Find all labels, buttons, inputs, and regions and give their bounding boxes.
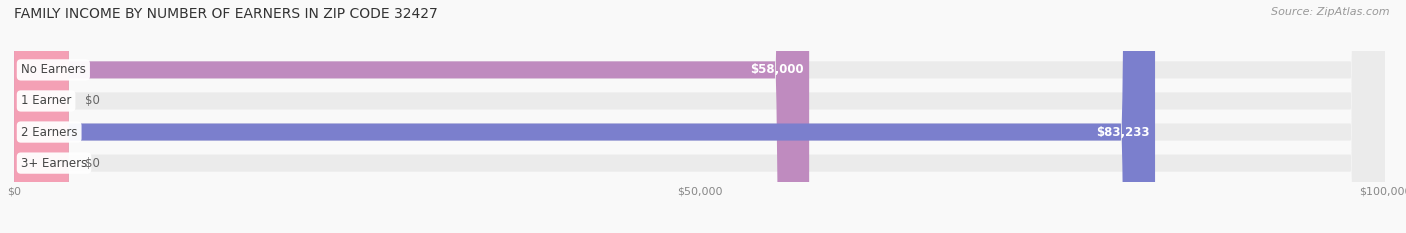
Text: FAMILY INCOME BY NUMBER OF EARNERS IN ZIP CODE 32427: FAMILY INCOME BY NUMBER OF EARNERS IN ZI…: [14, 7, 437, 21]
FancyBboxPatch shape: [14, 0, 1385, 233]
FancyBboxPatch shape: [14, 0, 1156, 233]
Text: $83,233: $83,233: [1097, 126, 1150, 139]
Text: 2 Earners: 2 Earners: [21, 126, 77, 139]
Text: $0: $0: [86, 157, 100, 170]
Text: No Earners: No Earners: [21, 63, 86, 76]
Text: 1 Earner: 1 Earner: [21, 94, 72, 107]
Text: Source: ZipAtlas.com: Source: ZipAtlas.com: [1271, 7, 1389, 17]
Text: 3+ Earners: 3+ Earners: [21, 157, 87, 170]
FancyBboxPatch shape: [14, 0, 810, 233]
FancyBboxPatch shape: [14, 0, 69, 233]
FancyBboxPatch shape: [14, 0, 1385, 233]
Text: $58,000: $58,000: [749, 63, 804, 76]
FancyBboxPatch shape: [14, 0, 1385, 233]
FancyBboxPatch shape: [14, 0, 1385, 233]
FancyBboxPatch shape: [14, 0, 69, 233]
Text: $0: $0: [86, 94, 100, 107]
